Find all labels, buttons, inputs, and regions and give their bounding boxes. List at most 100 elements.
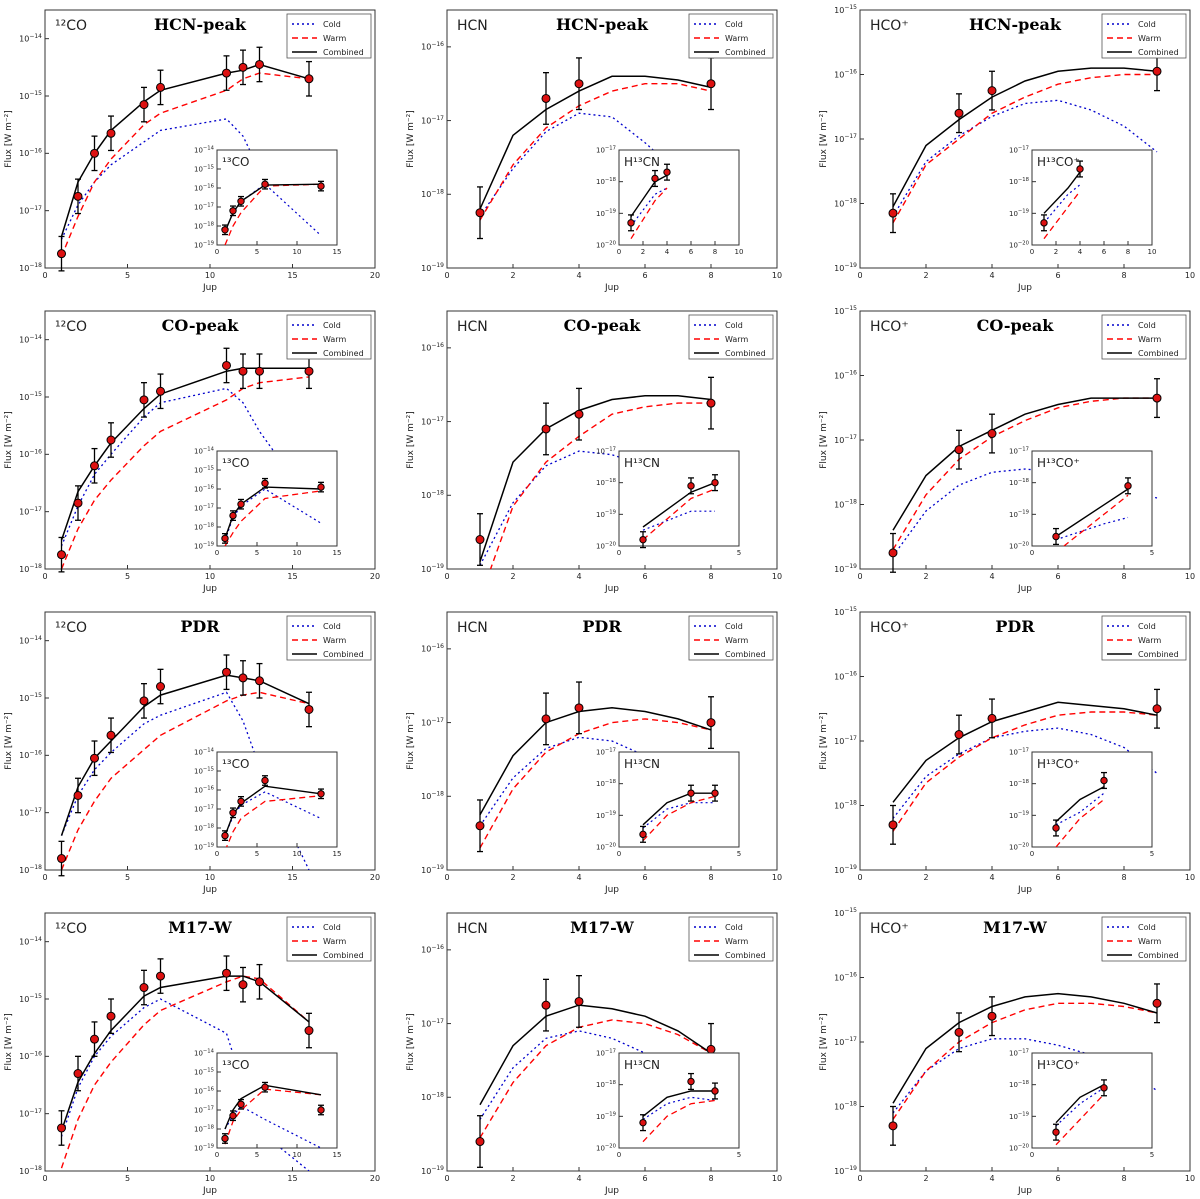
species-label: ¹²CO: [55, 620, 87, 636]
inset-ytick-label: 10−20: [596, 842, 616, 851]
inset-xtick-label: 5: [255, 1151, 259, 1159]
inset-xtick-label: 8: [713, 248, 717, 256]
inset-xtick-label: 10: [293, 850, 302, 858]
main-data-point: [222, 360, 231, 370]
inset-xtick-label: 15: [333, 1151, 342, 1159]
legend-box: [1101, 13, 1187, 59]
inset-ytick-label: 10−19: [596, 209, 616, 218]
y-axis-label: Flux [W m⁻²]: [819, 110, 829, 167]
main-data-point: [255, 676, 264, 686]
inset-ytick-label: 10−18: [1009, 177, 1029, 186]
inset-data-point: [639, 1118, 647, 1127]
inset-ytick-label: 10−20: [1009, 541, 1029, 550]
main-xtick-label: 2: [923, 572, 928, 581]
warm-series-line: [479, 1019, 712, 1139]
legend-label: Combined: [1138, 650, 1179, 659]
legend-label: Combined: [323, 951, 364, 960]
inset-xtick-label: 2: [1054, 248, 1058, 256]
panel-title: CO-peak: [564, 316, 642, 335]
main-data-point: [238, 673, 248, 683]
inset-ytick-label: 10−17: [596, 145, 616, 154]
main-ytick-label: 10−18: [19, 1165, 42, 1176]
main-xtick-label: 0: [444, 572, 449, 581]
inset-combined-line: [1055, 786, 1105, 823]
main-xtick-label: 20: [370, 873, 380, 882]
inset-ytick-label: 10−18: [194, 221, 214, 230]
panel-title: PDR: [180, 617, 220, 636]
inset-frame: [1031, 1052, 1153, 1149]
main-ytick-label: 10−17: [834, 1036, 857, 1047]
species-label: ¹²CO: [55, 921, 87, 937]
cold-series-line: [479, 1030, 712, 1120]
y-axis-label: Flux [W m⁻²]: [406, 1013, 416, 1070]
main-xtick-label: 10: [1185, 572, 1195, 581]
y-axis-label: Flux [W m⁻²]: [4, 1013, 14, 1070]
warm-series-line: [479, 718, 712, 849]
legend-label: Cold: [725, 923, 743, 932]
main-data-point: [90, 753, 99, 763]
species-label: ¹²CO: [55, 18, 87, 34]
legend-label: Cold: [1138, 622, 1156, 631]
inset-ytick-label: 10−14: [194, 446, 215, 455]
panel-title: M17-W: [570, 918, 635, 937]
inset-xtick-label: 10: [293, 549, 302, 557]
inset-12co-pdr: 0 5 10 15 10−19 10−18 10−17 10−16 10−15 10−14 ¹³CO: [194, 747, 341, 858]
main-xtick-label: 8: [1121, 873, 1126, 882]
cold-series-line: [892, 727, 1158, 819]
main-xtick-label: 4: [989, 572, 994, 581]
legend-label: Cold: [1138, 923, 1156, 932]
species-label: HCN: [457, 620, 488, 636]
legend-box: [286, 916, 372, 962]
inset-ytick-label: 10−18: [1009, 1080, 1029, 1089]
inset-xtick-label: 10: [1148, 248, 1157, 256]
main-xtick-label: 15: [287, 572, 297, 581]
inset-data-point: [317, 790, 325, 798]
panel-hcop-pdr: 0 2 4 6 8 10 10−19 10−18 10−17 10−16 10−15 Jup Flux …: [819, 606, 1195, 895]
main-ytick-label: 10−15: [19, 692, 42, 703]
main-ytick-label: 10−18: [421, 188, 444, 199]
inset-species-label: H¹³CO⁺: [1037, 1058, 1080, 1072]
main-xtick-label: 6: [1055, 873, 1060, 882]
main-xtick-label: 4: [576, 572, 581, 581]
inset-ytick-label: 10−17: [1009, 446, 1029, 455]
main-ytick-label: 10−15: [19, 993, 42, 1004]
main-ytick-label: 10−17: [421, 416, 444, 427]
inset-ytick-label: 10−16: [194, 484, 215, 493]
x-axis-label: Jup: [1017, 1186, 1032, 1195]
x-axis-label: Jup: [202, 584, 217, 594]
main-data-point: [574, 409, 584, 419]
inset-warm-line: [224, 490, 322, 546]
panel-hcn-hcn-peak: 0 2 4 6 8 10 10−19 10−18 10−17 10−16 Jup Flux [W m⁻…: [406, 9, 782, 293]
panel-12co-pdr: 0 5 10 15 20 10−18 10−17 10−16 10−15 10−14 Jup Flux…: [4, 611, 380, 895]
main-data-point: [57, 854, 66, 864]
warm-series-line: [60, 975, 310, 1169]
inset-data-point: [711, 478, 719, 487]
inset-data-point: [1052, 824, 1060, 832]
main-data-point: [304, 366, 314, 376]
legend-label: Warm: [725, 636, 748, 645]
y-axis-label: Flux [W m⁻²]: [406, 712, 416, 769]
cold-series-line: [479, 736, 712, 827]
legend-label: Cold: [323, 321, 341, 330]
main-data-point: [987, 713, 997, 723]
inset-species-label: H¹³CN: [624, 456, 660, 470]
inset-xtick-label: 6: [689, 248, 694, 256]
main-data-point: [90, 148, 99, 158]
main-ytick-label: 10−16: [834, 972, 857, 983]
main-xtick-label: 10: [1185, 1174, 1195, 1183]
y-axis-label: Flux [W m⁻²]: [4, 411, 14, 468]
main-ytick-label: 10−15: [834, 4, 857, 15]
inset-hcop-m17w: 0 5 10−20 10−19 10−18 10−17 H¹³CO⁺: [1009, 1048, 1154, 1159]
inset-ytick-label: 10−18: [1009, 478, 1029, 487]
inset-data-point: [261, 479, 269, 487]
inset-data-point: [687, 789, 695, 797]
legend-label: Combined: [725, 48, 766, 57]
main-ytick-label: 10−16: [421, 342, 444, 353]
main-xtick-label: 10: [772, 1174, 782, 1183]
main-ytick-label: 10−18: [834, 499, 857, 510]
warm-series-line: [892, 711, 1158, 832]
main-xtick-label: 0: [857, 572, 862, 581]
inset-data-point: [687, 482, 695, 490]
inset-species-label: H¹³CN: [624, 757, 660, 771]
inset-warm-line: [1043, 190, 1081, 240]
